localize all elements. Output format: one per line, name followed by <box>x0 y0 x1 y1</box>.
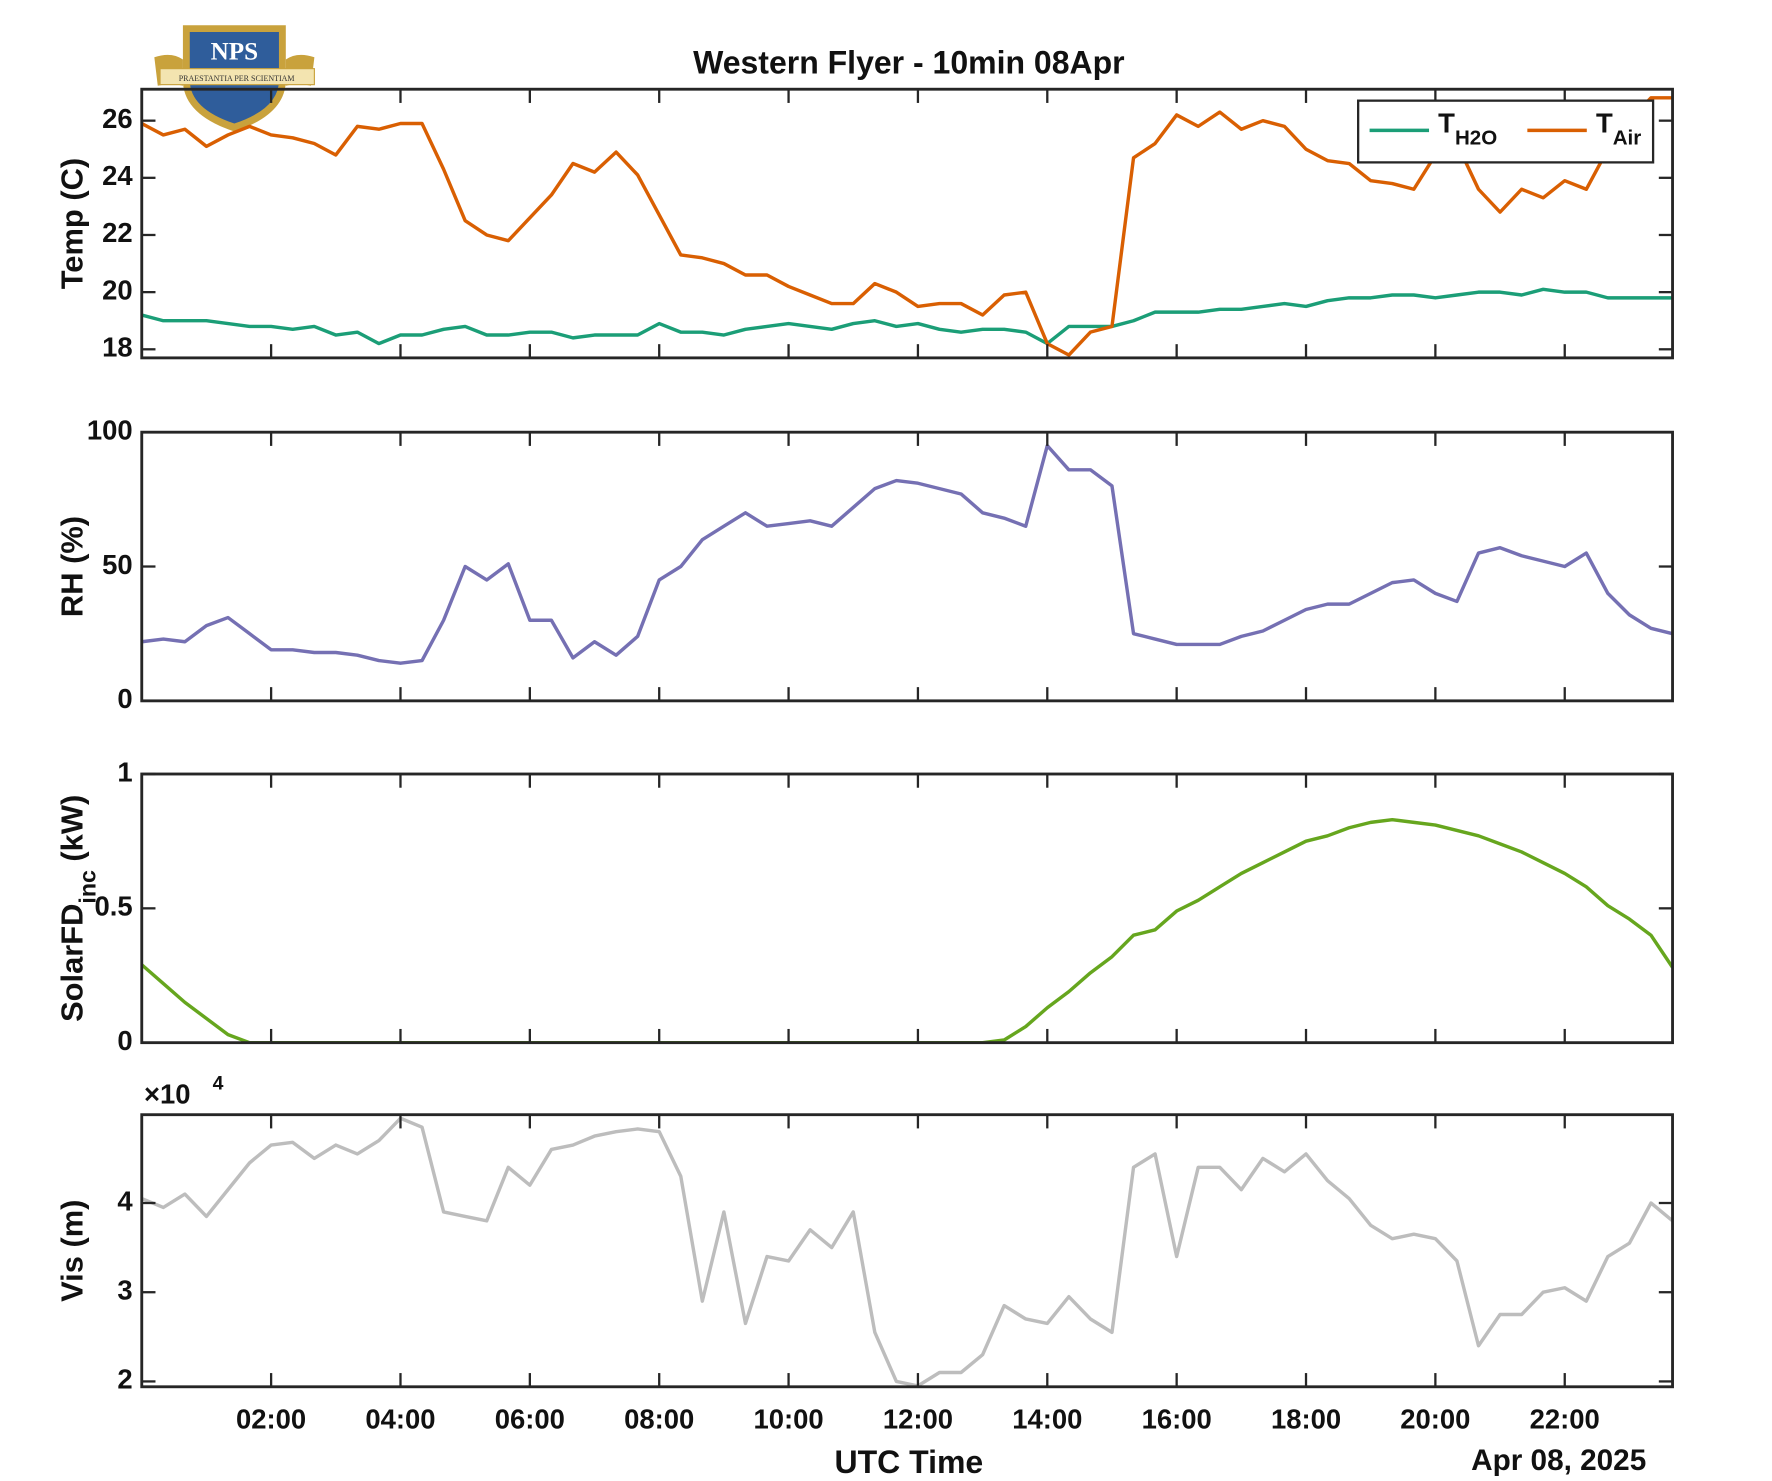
y-tick-label: 4 <box>117 1185 133 1216</box>
data-line <box>141 287 1673 346</box>
date-label: Apr 08, 2025 <box>1471 1444 1646 1476</box>
y-multiplier: ×10 <box>144 1078 191 1109</box>
y-tick-label: 50 <box>102 549 133 580</box>
plot-area <box>141 1116 1673 1387</box>
data-line <box>141 817 1673 1043</box>
x-tick-label: 12:00 <box>883 1403 953 1434</box>
y-tick-label: 20 <box>102 274 133 305</box>
plot-frame <box>140 772 1674 1045</box>
y-tick-label: 0.5 <box>94 891 132 922</box>
y-axis-label: Temp (C) <box>54 158 89 289</box>
data-line <box>141 1116 1673 1387</box>
x-tick-label: 02:00 <box>236 1403 306 1434</box>
y-tick-label: 26 <box>102 103 133 134</box>
plot-frame <box>140 87 1674 360</box>
x-tick-label: 04:00 <box>365 1403 435 1434</box>
data-line <box>141 443 1673 665</box>
logo-banner <box>159 68 315 86</box>
y-tick-label: 0 <box>117 1025 132 1056</box>
chart-title: Western Flyer - 10min 08Apr <box>693 45 1125 81</box>
logo-motto: PRAESTANTIA PER SCIENTIAM <box>179 74 295 83</box>
logo-text: NPS <box>211 38 259 65</box>
y-tick-label: 2 <box>117 1364 132 1395</box>
x-tick-label: 10:00 <box>753 1403 823 1434</box>
y-tick-label: 24 <box>102 160 133 191</box>
plot-area <box>141 817 1673 1043</box>
x-tick-label: 14:00 <box>1012 1403 1082 1434</box>
y-tick-label: 18 <box>102 332 133 363</box>
y-tick-label: 0 <box>117 683 132 714</box>
x-tick-label: 18:00 <box>1271 1403 1341 1434</box>
x-tick-label: 16:00 <box>1142 1403 1212 1434</box>
y-axis-label: RH (%) <box>54 516 89 617</box>
y-tick-label: 22 <box>102 217 133 248</box>
plot-frame <box>140 430 1674 703</box>
y-tick-label: 3 <box>117 1274 132 1305</box>
plot-frame <box>140 1113 1674 1389</box>
x-tick-label: 06:00 <box>495 1403 565 1434</box>
data-line <box>141 96 1673 357</box>
x-tick-label: 22:00 <box>1530 1403 1600 1434</box>
x-tick-label: 08:00 <box>624 1403 694 1434</box>
y-tick-label: 100 <box>87 414 133 445</box>
y-axis-label: SolarFDinc (kW) <box>54 795 100 1022</box>
x-axis-label: UTC Time <box>834 1444 983 1476</box>
logo: NPS PRAESTANTIA PER SCIENTIAM <box>154 25 315 132</box>
y-multiplier-exponent: 4 <box>213 1073 224 1095</box>
x-tick-label: 20:00 <box>1400 1403 1470 1434</box>
y-tick-label: 1 <box>117 756 132 787</box>
plot-area <box>141 443 1673 665</box>
y-axis-label: Vis (m) <box>54 1200 89 1302</box>
plot-area <box>141 96 1673 357</box>
